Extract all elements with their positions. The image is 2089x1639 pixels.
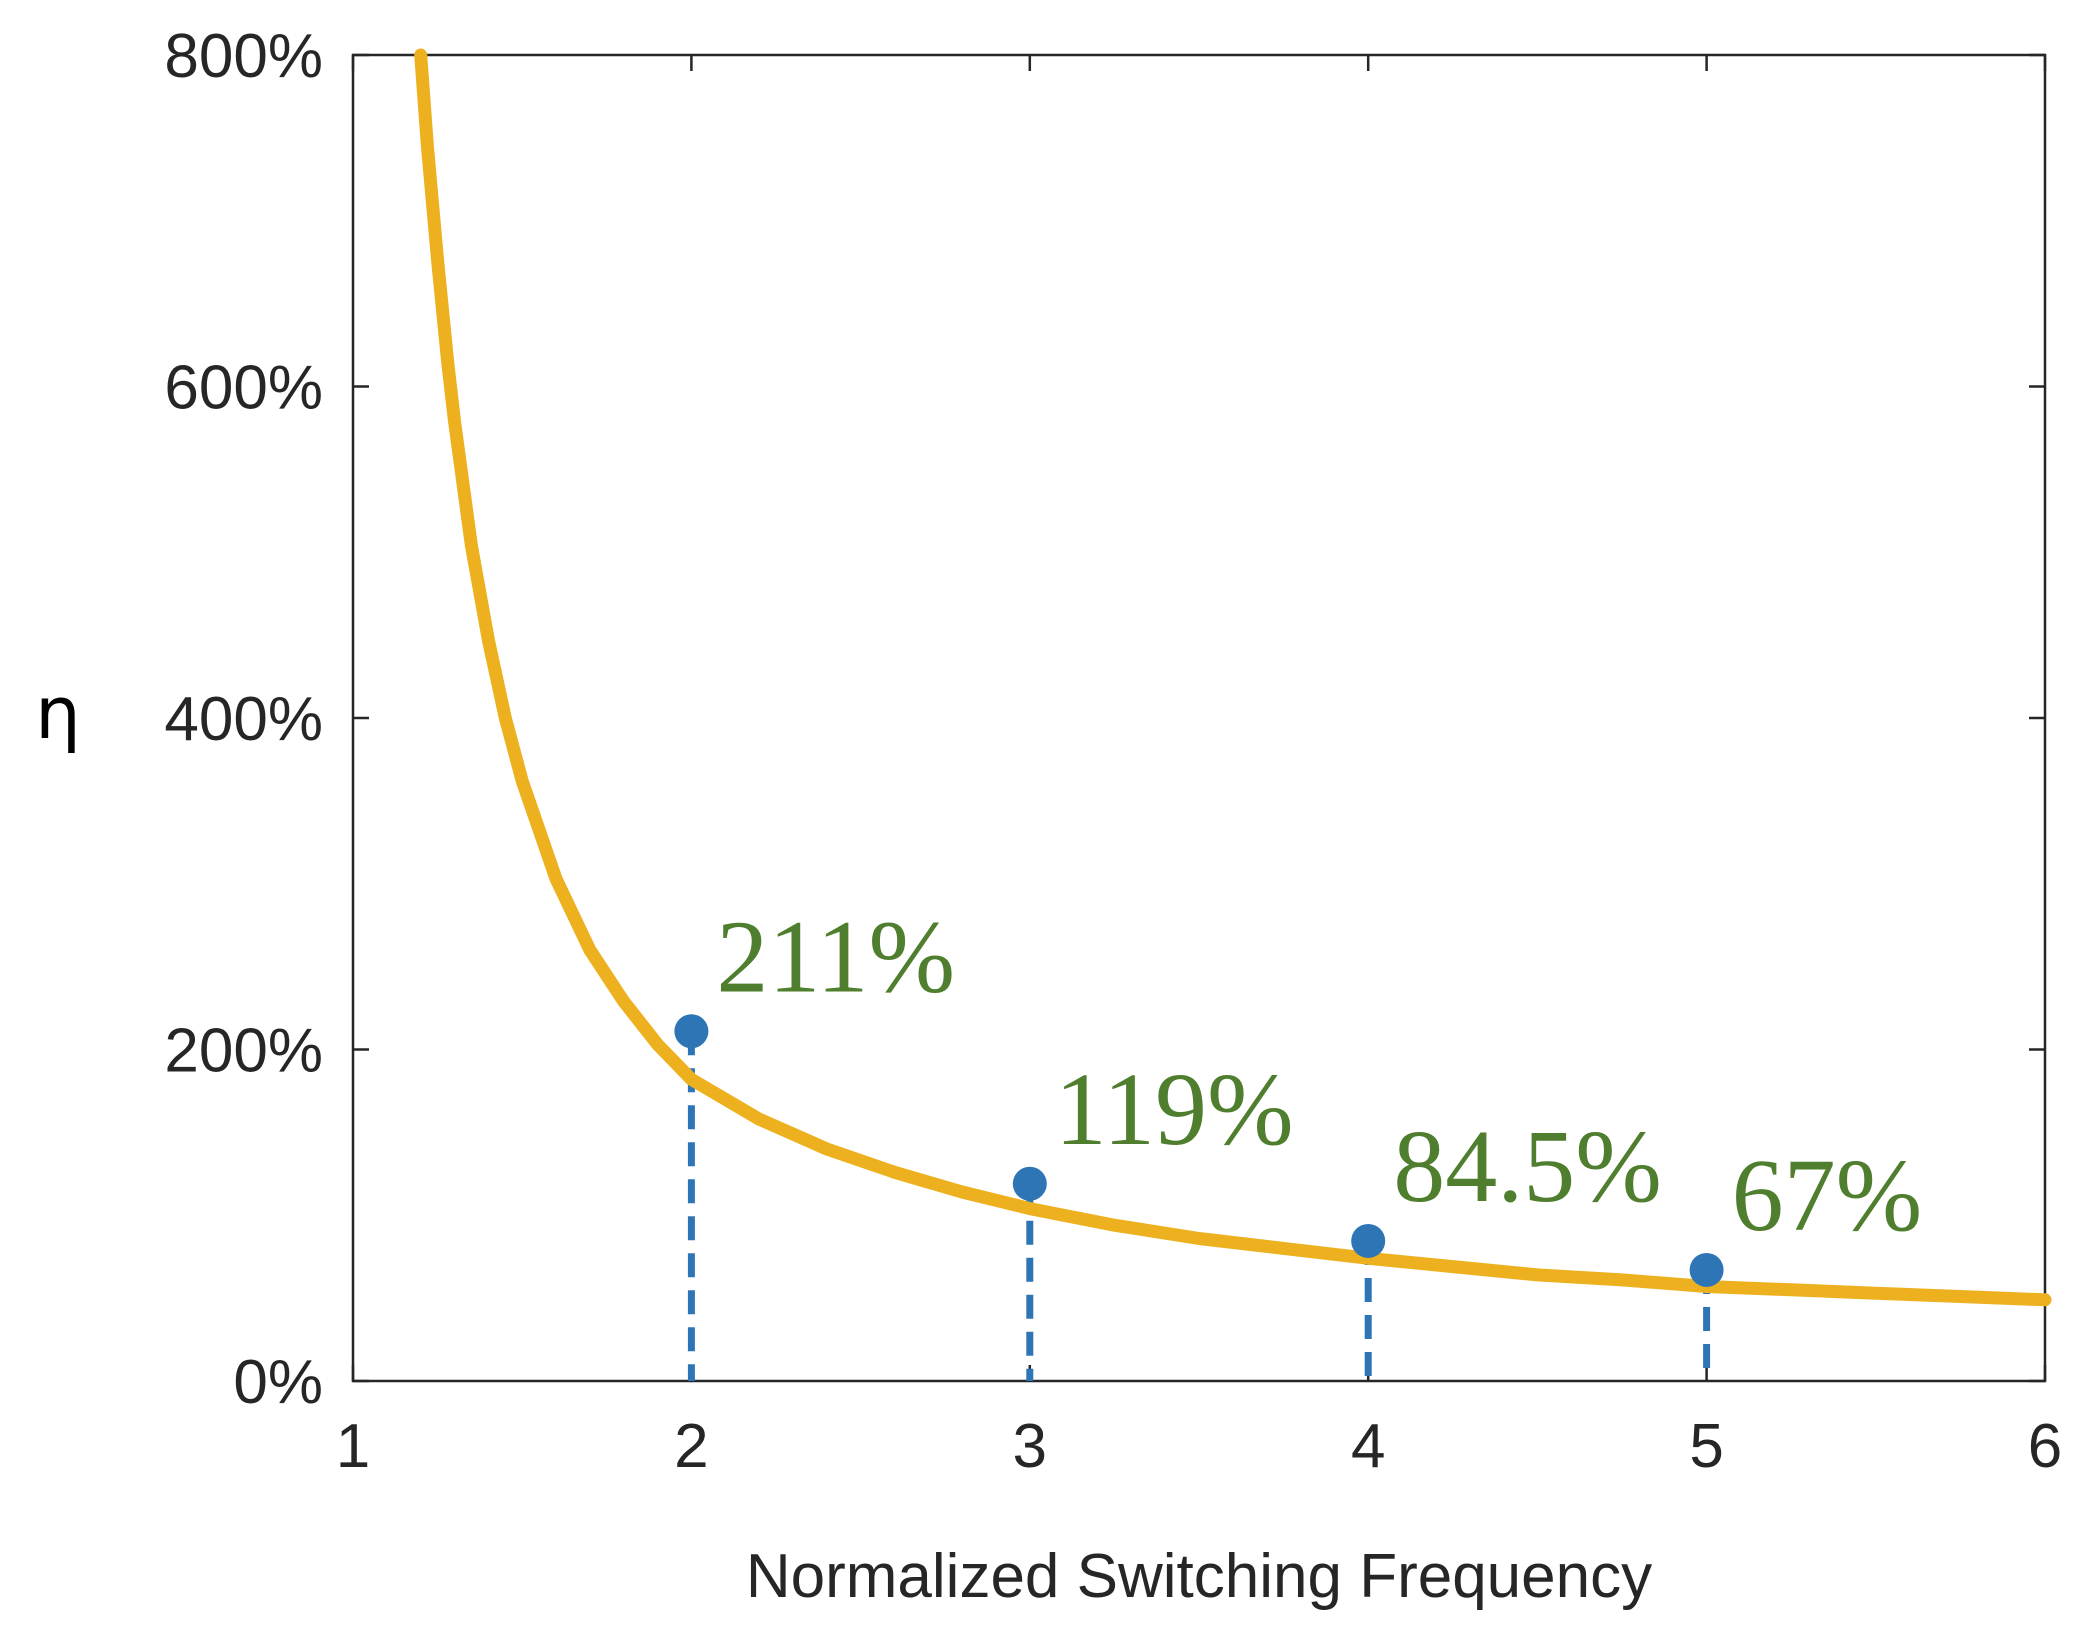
- series-line-eta: [414, 48, 2052, 1307]
- data-point: [1012, 1166, 1047, 1201]
- y-tick-label: 600%: [164, 354, 323, 423]
- data-markers: [674, 1014, 1724, 1287]
- x-tick-label: 5: [1689, 1412, 1723, 1481]
- x-tick-label: 2: [674, 1412, 708, 1481]
- data-annotations: 211% 119% 84.5% 67%: [716, 899, 1922, 1253]
- x-tick-label: 3: [1013, 1412, 1047, 1481]
- data-label: 67%: [1732, 1138, 1923, 1253]
- data-label: 119%: [1055, 1052, 1294, 1167]
- x-axis-title: Normalized Switching Frequency: [746, 1542, 1652, 1611]
- x-tick-label: 1: [336, 1412, 370, 1481]
- y-ticks: 0% 200% 400% 600% 800%: [164, 22, 2045, 1417]
- plot-area: [351, 53, 2047, 1383]
- y-tick-label: 0%: [233, 1348, 323, 1417]
- data-label: 84.5%: [1393, 1109, 1662, 1224]
- y-tick-label: 400%: [164, 685, 323, 754]
- x-ticks: 1 2 3 4 5 6: [336, 55, 2062, 1481]
- y-tick-label: 800%: [164, 22, 323, 91]
- y-tick-label: 200%: [164, 1017, 323, 1086]
- data-point: [674, 1014, 709, 1049]
- data-label: 211%: [716, 899, 955, 1014]
- data-point: [1689, 1252, 1724, 1287]
- y-axis-title: η: [35, 671, 81, 755]
- x-tick-label: 6: [2028, 1412, 2062, 1481]
- x-tick-label: 4: [1351, 1412, 1385, 1481]
- data-point: [1351, 1223, 1386, 1258]
